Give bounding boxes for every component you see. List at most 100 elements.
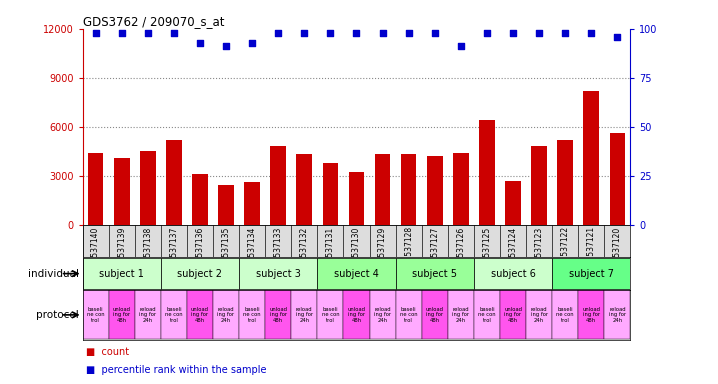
Text: individual: individual bbox=[28, 268, 79, 279]
Point bbox=[299, 30, 310, 36]
FancyBboxPatch shape bbox=[421, 290, 448, 339]
Bar bbox=[401, 154, 416, 225]
FancyBboxPatch shape bbox=[161, 258, 239, 289]
Text: protocol: protocol bbox=[36, 310, 79, 320]
Text: GSM537120: GSM537120 bbox=[613, 226, 622, 273]
Text: unload
ing for
48h: unload ing for 48h bbox=[348, 306, 365, 323]
Text: baseli
ne con
trol: baseli ne con trol bbox=[243, 306, 261, 323]
Text: unload
ing for
48h: unload ing for 48h bbox=[504, 306, 522, 323]
FancyBboxPatch shape bbox=[500, 225, 526, 257]
Text: reload
ing for
24h: reload ing for 24h bbox=[296, 306, 313, 323]
Text: GSM537128: GSM537128 bbox=[404, 226, 413, 272]
FancyBboxPatch shape bbox=[552, 225, 578, 257]
Point bbox=[168, 30, 180, 36]
FancyBboxPatch shape bbox=[265, 290, 292, 339]
Bar bbox=[322, 163, 338, 225]
Text: subject 2: subject 2 bbox=[177, 268, 223, 279]
Point bbox=[533, 30, 545, 36]
Point bbox=[455, 43, 467, 50]
FancyBboxPatch shape bbox=[83, 225, 108, 257]
Bar bbox=[453, 153, 469, 225]
Point bbox=[142, 30, 154, 36]
Bar bbox=[557, 140, 573, 225]
FancyBboxPatch shape bbox=[421, 225, 448, 257]
Text: GSM537123: GSM537123 bbox=[535, 226, 544, 273]
Bar bbox=[192, 174, 208, 225]
FancyBboxPatch shape bbox=[239, 225, 265, 257]
Bar bbox=[166, 140, 182, 225]
Text: baseli
ne con
trol: baseli ne con trol bbox=[165, 306, 182, 323]
Text: unload
ing for
48h: unload ing for 48h bbox=[426, 306, 444, 323]
FancyBboxPatch shape bbox=[83, 290, 108, 339]
FancyBboxPatch shape bbox=[343, 225, 370, 257]
Text: baseli
ne con
trol: baseli ne con trol bbox=[556, 306, 574, 323]
FancyBboxPatch shape bbox=[526, 225, 552, 257]
FancyBboxPatch shape bbox=[187, 225, 213, 257]
Bar bbox=[531, 146, 547, 225]
FancyBboxPatch shape bbox=[317, 258, 396, 289]
Bar bbox=[427, 156, 442, 225]
Text: GSM537122: GSM537122 bbox=[561, 226, 569, 272]
Text: GSM537124: GSM537124 bbox=[508, 226, 518, 273]
Text: baseli
ne con
trol: baseli ne con trol bbox=[478, 306, 495, 323]
FancyBboxPatch shape bbox=[578, 290, 605, 339]
Text: GSM537126: GSM537126 bbox=[457, 226, 465, 273]
FancyBboxPatch shape bbox=[605, 225, 630, 257]
Text: GSM537140: GSM537140 bbox=[91, 226, 100, 273]
Point bbox=[325, 30, 336, 36]
Text: unload
ing for
48h: unload ing for 48h bbox=[191, 306, 209, 323]
FancyBboxPatch shape bbox=[474, 258, 552, 289]
Text: unload
ing for
48h: unload ing for 48h bbox=[269, 306, 287, 323]
Bar bbox=[114, 158, 129, 225]
Text: GSM537121: GSM537121 bbox=[587, 226, 596, 272]
Text: reload
ing for
24h: reload ing for 24h bbox=[139, 306, 157, 323]
FancyBboxPatch shape bbox=[500, 290, 526, 339]
FancyBboxPatch shape bbox=[265, 225, 292, 257]
Text: subject 3: subject 3 bbox=[256, 268, 301, 279]
FancyBboxPatch shape bbox=[108, 225, 135, 257]
FancyBboxPatch shape bbox=[343, 290, 370, 339]
FancyBboxPatch shape bbox=[448, 290, 474, 339]
Text: GSM537133: GSM537133 bbox=[274, 226, 283, 273]
Text: GDS3762 / 209070_s_at: GDS3762 / 209070_s_at bbox=[83, 15, 224, 28]
FancyBboxPatch shape bbox=[370, 225, 396, 257]
FancyBboxPatch shape bbox=[578, 225, 605, 257]
Point bbox=[116, 30, 128, 36]
Text: reload
ing for
24h: reload ing for 24h bbox=[218, 306, 235, 323]
FancyBboxPatch shape bbox=[552, 290, 578, 339]
FancyBboxPatch shape bbox=[135, 225, 161, 257]
Point bbox=[559, 30, 571, 36]
FancyBboxPatch shape bbox=[239, 290, 265, 339]
Bar bbox=[88, 153, 103, 225]
Point bbox=[612, 33, 623, 40]
Point bbox=[403, 30, 414, 36]
Bar bbox=[271, 146, 286, 225]
Text: reload
ing for
24h: reload ing for 24h bbox=[452, 306, 470, 323]
FancyBboxPatch shape bbox=[474, 225, 500, 257]
FancyBboxPatch shape bbox=[187, 290, 213, 339]
Text: GSM537138: GSM537138 bbox=[144, 226, 152, 273]
Text: subject 5: subject 5 bbox=[412, 268, 457, 279]
Text: GSM537127: GSM537127 bbox=[430, 226, 439, 273]
Point bbox=[90, 30, 101, 36]
Text: unload
ing for
48h: unload ing for 48h bbox=[582, 306, 600, 323]
Text: GSM537134: GSM537134 bbox=[248, 226, 256, 273]
FancyBboxPatch shape bbox=[108, 290, 135, 339]
Text: reload
ing for
24h: reload ing for 24h bbox=[374, 306, 391, 323]
Point bbox=[377, 30, 388, 36]
FancyBboxPatch shape bbox=[317, 225, 343, 257]
FancyBboxPatch shape bbox=[161, 290, 187, 339]
Bar bbox=[375, 154, 391, 225]
FancyBboxPatch shape bbox=[474, 290, 500, 339]
FancyBboxPatch shape bbox=[292, 225, 317, 257]
Text: GSM537137: GSM537137 bbox=[169, 226, 178, 273]
Text: GSM537129: GSM537129 bbox=[378, 226, 387, 273]
Text: GSM537131: GSM537131 bbox=[326, 226, 335, 273]
Point bbox=[272, 30, 284, 36]
FancyBboxPatch shape bbox=[213, 225, 239, 257]
Text: subject 7: subject 7 bbox=[569, 268, 614, 279]
FancyBboxPatch shape bbox=[448, 225, 474, 257]
FancyBboxPatch shape bbox=[605, 290, 630, 339]
FancyBboxPatch shape bbox=[239, 258, 317, 289]
Text: GSM537139: GSM537139 bbox=[117, 226, 126, 273]
